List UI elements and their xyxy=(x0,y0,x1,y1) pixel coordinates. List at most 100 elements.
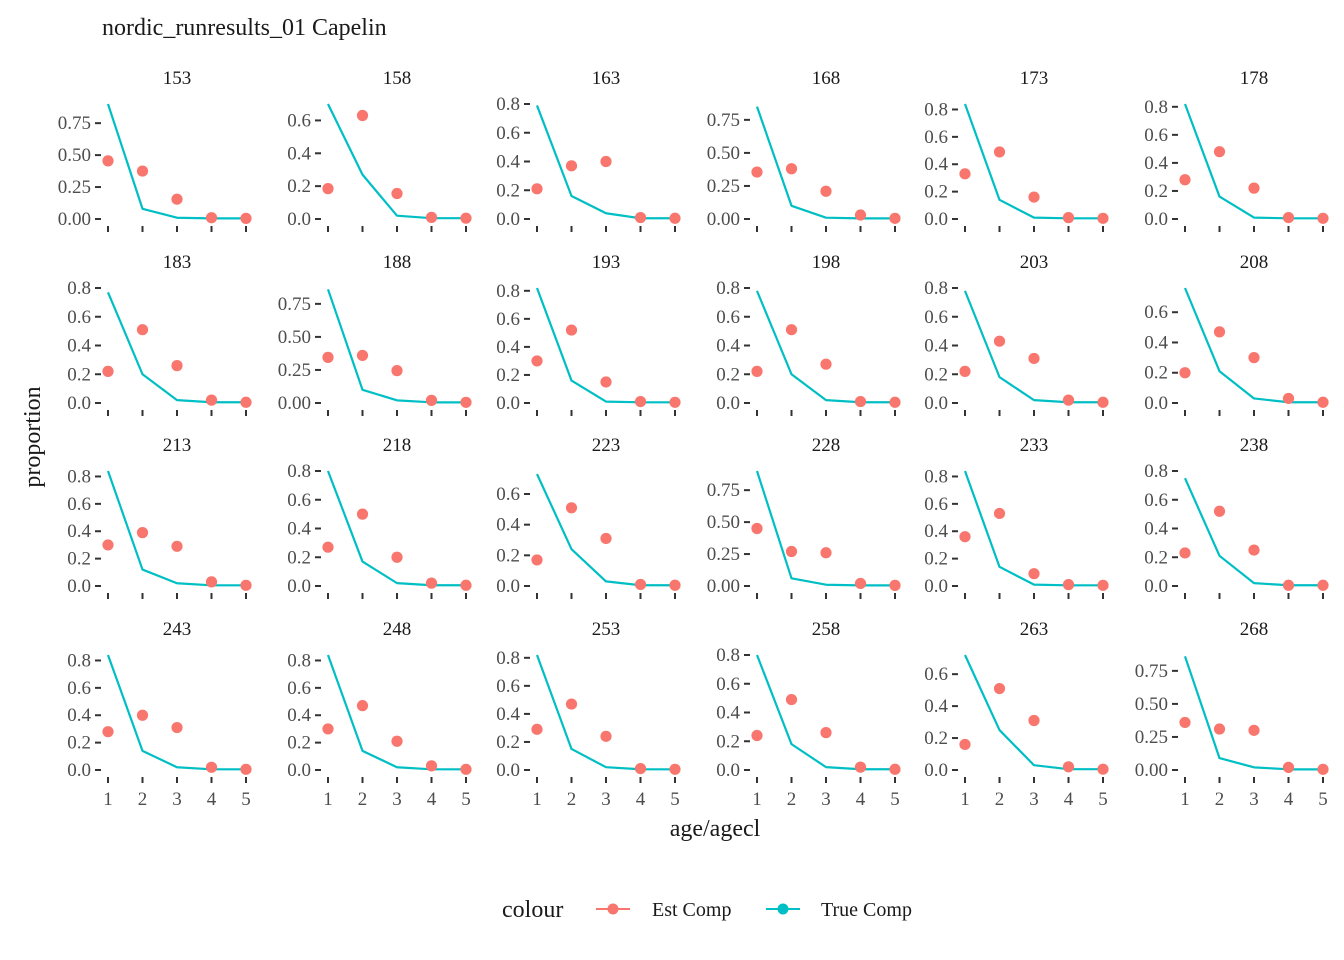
facet-panel-258: 258 0.0 0.2 0.4 0.6 0.8 1 2 3 4 5 xyxy=(716,619,901,810)
est-comp-point xyxy=(425,577,438,589)
x-tick-label: 3 xyxy=(821,789,831,810)
facet-panel-188: 188 0.00 0.25 0.50 0.75 xyxy=(278,252,472,416)
x-tick-label: 4 xyxy=(856,789,866,810)
facet-panel-183: 183 0.0 0.2 0.4 0.6 0.8 xyxy=(67,252,252,416)
facet-strip-label: 203 xyxy=(1020,252,1049,273)
est-comp-point xyxy=(391,735,403,747)
est-comp-point xyxy=(993,682,1006,695)
y-tick-label: 0.6 xyxy=(287,678,311,699)
y-tick-label: 0.6 xyxy=(1144,490,1168,511)
true-comp-line xyxy=(963,290,1103,404)
y-tick-label: 0.8 xyxy=(924,466,948,487)
est-comp-point xyxy=(460,212,472,224)
est-comp-point xyxy=(565,324,578,336)
x-tick-label: 2 xyxy=(138,789,148,810)
x-tick-label: 3 xyxy=(392,789,402,810)
y-tick-label: 0.4 xyxy=(67,336,91,357)
est-comp-point xyxy=(669,579,681,591)
est-comp-point xyxy=(425,211,438,223)
y-tick-label: 0.75 xyxy=(707,480,740,501)
y-tick-label: 0.6 xyxy=(67,307,91,328)
est-comp-point xyxy=(600,155,612,168)
est-comp-point xyxy=(1213,723,1226,735)
y-tick-label: 0.0 xyxy=(924,393,948,414)
facet-strip-label: 218 xyxy=(383,435,412,456)
est-comp-point xyxy=(959,531,971,543)
y-tick-label: 0.50 xyxy=(278,327,311,348)
est-comp-point xyxy=(889,763,901,775)
est-comp-point xyxy=(1179,174,1191,186)
y-tick-label: 0.75 xyxy=(707,110,740,131)
y-tick-label: 0.2 xyxy=(67,549,91,570)
x-tick-label: 4 xyxy=(427,789,437,810)
est-comp-point xyxy=(205,761,218,773)
true-comp-line xyxy=(326,288,466,404)
est-comp-point xyxy=(1097,579,1109,591)
est-comp-point xyxy=(600,730,612,742)
y-tick-label: 0.25 xyxy=(58,177,91,198)
est-comp-point xyxy=(1248,724,1260,736)
y-tick-label: 0.0 xyxy=(1144,576,1168,597)
est-comp-point xyxy=(391,551,403,563)
facet-strip-label: 258 xyxy=(812,619,841,640)
est-comp-point xyxy=(1317,396,1329,408)
x-tick-label: 1 xyxy=(960,789,970,810)
x-tick-label: 2 xyxy=(787,789,797,810)
true-comp-line xyxy=(755,470,895,587)
facet-strip-label: 173 xyxy=(1020,68,1049,89)
est-comp-point xyxy=(171,193,183,205)
facet-strip-label: 188 xyxy=(383,252,412,273)
est-comp-point xyxy=(1248,544,1260,556)
est-comp-point xyxy=(356,508,369,520)
y-tick-label: 0.4 xyxy=(287,519,311,540)
est-comp-point xyxy=(322,183,334,195)
est-comp-point xyxy=(854,761,867,773)
est-comp-point xyxy=(1028,191,1040,203)
est-comp-point xyxy=(565,160,578,172)
y-tick-label: 0.25 xyxy=(707,544,740,565)
legend: colour Est Comp True Comp xyxy=(502,897,912,923)
y-tick-label: 0.2 xyxy=(287,733,311,754)
x-tick-label: 1 xyxy=(1180,789,1190,810)
est-comp-point xyxy=(1179,367,1191,379)
est-comp-point xyxy=(136,165,149,177)
y-tick-label: 0.6 xyxy=(924,127,948,148)
est-comp-point xyxy=(240,212,252,224)
est-comp-point xyxy=(889,579,901,591)
true-comp-line xyxy=(1183,103,1323,220)
est-comp-point xyxy=(1179,716,1191,729)
x-tick-label: 2 xyxy=(995,789,1005,810)
est-comp-point xyxy=(531,554,543,566)
true-comp-line xyxy=(326,654,466,771)
est-comp-point xyxy=(240,396,252,408)
x-tick-label: 3 xyxy=(601,789,611,810)
facet-panel-243: 243 0.0 0.2 0.4 0.6 0.8 1 2 3 4 5 xyxy=(67,619,252,810)
est-comp-point xyxy=(322,723,334,735)
y-tick-label: 0.4 xyxy=(67,705,91,726)
y-tick-label: 0.2 xyxy=(716,364,740,385)
y-tick-label: 0.6 xyxy=(496,309,520,330)
y-tick-label: 0.75 xyxy=(278,294,311,315)
facet-strip-label: 238 xyxy=(1240,435,1269,456)
est-comp-point xyxy=(1097,763,1109,775)
facet-panel-253: 253 0.0 0.2 0.4 0.6 0.8 1 2 3 4 5 xyxy=(496,619,681,810)
est-comp-point xyxy=(600,532,612,545)
x-tick-label: 1 xyxy=(323,789,333,810)
est-comp-point xyxy=(531,355,543,367)
y-tick-label: 0.4 xyxy=(287,143,311,164)
true-comp-line xyxy=(106,291,246,404)
facet-panel-228: 228 0.00 0.25 0.50 0.75 xyxy=(707,435,901,599)
est-comp-point xyxy=(669,396,681,408)
y-tick-label: 0.8 xyxy=(924,99,948,120)
y-tick-label: 0.4 xyxy=(496,337,520,358)
y-tick-label: 0.4 xyxy=(924,521,948,542)
y-tick-label: 0.4 xyxy=(67,521,91,542)
true-comp-line xyxy=(1183,477,1323,587)
facet-panel-163: 163 0.0 0.2 0.4 0.6 0.8 xyxy=(496,68,681,232)
est-comp-point xyxy=(1062,212,1075,224)
y-tick-label: 0.4 xyxy=(287,705,311,726)
y-tick-label: 0.0 xyxy=(1144,209,1168,230)
facet-panel-233: 233 0.0 0.2 0.4 0.6 0.8 xyxy=(924,435,1109,599)
est-comp-point xyxy=(425,760,438,772)
facet-strip-label: 243 xyxy=(163,619,192,640)
